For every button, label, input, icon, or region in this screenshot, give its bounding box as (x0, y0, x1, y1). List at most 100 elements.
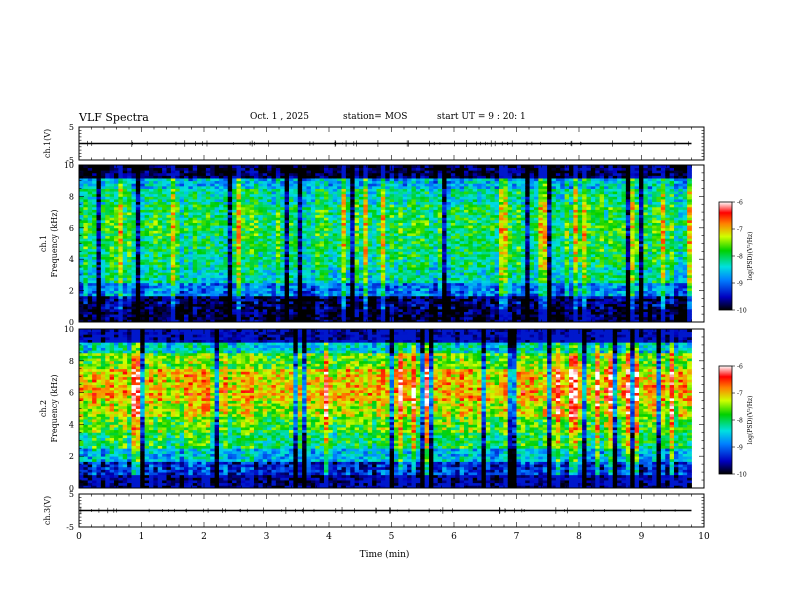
spectrogram-cell (437, 264, 443, 268)
spectrogram-cell (205, 214, 211, 218)
spectrogram-cell (258, 277, 264, 281)
spectrogram-cell (328, 167, 334, 171)
spectrogram-cell (170, 267, 176, 271)
spectrogram-cell (153, 295, 159, 299)
spectrogram-cell (96, 243, 102, 247)
spectrogram-cell (109, 295, 115, 299)
spectrogram-cell (280, 178, 286, 182)
spectrogram-cell (223, 246, 229, 250)
spectrogram-cell (201, 185, 207, 189)
spectrogram-cell (249, 175, 255, 179)
spectrogram-cell (350, 316, 356, 320)
spectrogram-cell (407, 274, 412, 278)
spectrogram-cell (227, 280, 233, 284)
spectrogram-cell (275, 204, 281, 208)
spectrogram-cell (328, 227, 334, 231)
spectrogram-cell (105, 308, 111, 312)
spectrogram-cell (219, 259, 224, 263)
spectrogram-cell (319, 311, 325, 315)
spectrogram-cell (192, 246, 198, 250)
spectrogram-cell (258, 269, 264, 273)
spectrogram-cell (376, 277, 382, 281)
spectrogram-cell (153, 316, 159, 320)
spectrogram-cell (284, 201, 290, 205)
spectrogram-cell (284, 303, 290, 307)
spectrogram-cell (118, 180, 124, 184)
spectrogram-cell (293, 178, 299, 182)
spectrogram-cell (332, 180, 338, 184)
spectrogram-cell (249, 274, 255, 278)
spectrogram-cell (275, 217, 281, 221)
spectrogram-cell (192, 193, 198, 197)
spectrogram-cell (271, 170, 277, 174)
spectrogram-cell (380, 201, 386, 205)
spectrogram-cell (192, 282, 198, 286)
spectrogram-cell (433, 314, 439, 318)
spectrogram-cell (389, 259, 395, 263)
spectrogram-cell (429, 214, 434, 218)
spectrogram-cell (109, 285, 115, 289)
spectrogram-cell (376, 293, 382, 297)
spectrogram-cell (245, 178, 251, 182)
spectrogram-cell (258, 243, 264, 247)
spectrogram-cell (197, 261, 202, 265)
spectrogram-cell (394, 316, 399, 320)
spectrogram-cell (214, 287, 220, 291)
spectrogram-cell (411, 191, 417, 195)
spectrogram-cell (411, 274, 417, 278)
spectrogram-cell (149, 287, 154, 291)
spectrogram-cell (153, 261, 159, 265)
spectrogram-cell (240, 248, 246, 252)
spectrogram-cell (114, 209, 119, 213)
spectrogram-cell (179, 225, 185, 229)
spectrogram-cell (407, 285, 412, 289)
spectrogram-cell (385, 277, 391, 281)
spectrogram-cell (223, 193, 229, 197)
spectrogram-cell (114, 240, 119, 244)
spectrogram-cell (385, 233, 391, 237)
spectrogram-cell (79, 259, 84, 263)
spectrogram-cell (249, 287, 255, 291)
spectrogram-cell (166, 193, 172, 197)
spectrogram-cell (385, 199, 391, 203)
spectrogram-cell (341, 225, 347, 229)
spectrogram-cell (424, 178, 430, 182)
spectrogram-cell (363, 316, 369, 320)
spectrogram-cell (337, 214, 342, 218)
spectrogram-cell (92, 295, 97, 299)
spectrogram-cell (328, 204, 334, 208)
spectrogram-cell (359, 314, 364, 318)
spectrogram-cell (415, 248, 421, 252)
spectrogram-cell (341, 308, 347, 312)
spectrogram-cell (100, 261, 106, 265)
spectrogram-cell (345, 185, 351, 189)
spectrogram-cell (306, 272, 312, 276)
spectrogram-cell (262, 196, 268, 200)
spectrogram-cell (394, 183, 399, 187)
spectrogram-cell (170, 282, 176, 286)
spectrogram-cell (258, 253, 264, 257)
spectrogram-cell (363, 308, 369, 312)
spectrogram-cell (302, 314, 307, 318)
spectrogram-cell (219, 219, 224, 223)
spectrogram-cell (175, 274, 181, 278)
spectrogram-cell (149, 185, 154, 189)
spectrogram-cell (245, 314, 251, 318)
spectrogram-cell (284, 277, 290, 281)
spectrogram-cell (319, 282, 325, 286)
spectrogram-cell (442, 285, 447, 289)
spectrogram-cell (166, 230, 172, 234)
spectrogram-cell (275, 214, 281, 218)
spectrogram-cell (205, 225, 211, 229)
spectrogram-cell (140, 233, 146, 237)
spectrogram-cell (328, 264, 334, 268)
spectrogram-cell (92, 319, 97, 323)
spectrogram-cell (170, 306, 176, 310)
spectrogram-cell (389, 290, 395, 294)
spectrogram-cell (205, 196, 211, 200)
spectrogram-cell (227, 222, 233, 226)
spectrogram-cell (341, 196, 347, 200)
spectrogram-cell (184, 214, 189, 218)
spectrogram-cell (415, 185, 421, 189)
spectrogram-cell (83, 261, 89, 265)
